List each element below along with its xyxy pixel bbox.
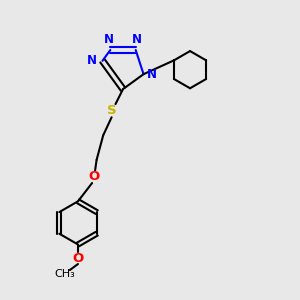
Text: O: O xyxy=(72,251,84,265)
Text: N: N xyxy=(104,33,114,46)
Text: CH₃: CH₃ xyxy=(54,268,75,279)
Text: O: O xyxy=(88,170,99,183)
Text: N: N xyxy=(86,54,97,67)
Text: N: N xyxy=(132,33,142,46)
Text: N: N xyxy=(147,68,157,81)
Text: S: S xyxy=(107,104,116,117)
